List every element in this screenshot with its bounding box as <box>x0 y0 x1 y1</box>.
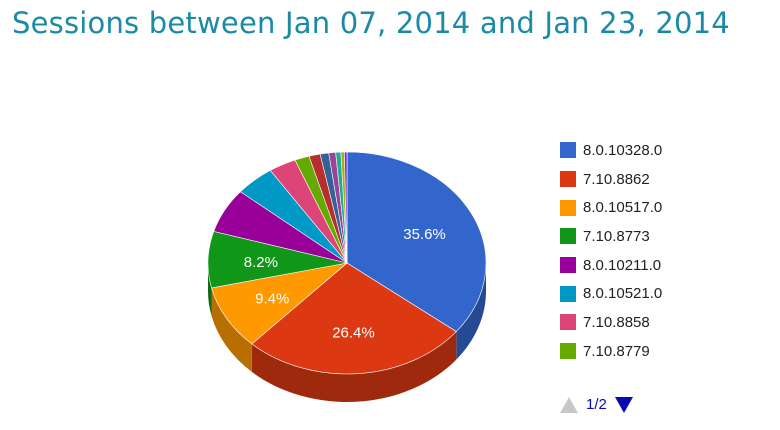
legend-label: 7.10.8773 <box>583 227 650 245</box>
legend-item-2[interactable]: 8.0.10517.0 <box>560 193 662 222</box>
pie-slice-side-2 <box>211 287 252 372</box>
page-indicator: 1/2 <box>586 396 607 413</box>
legend-item-4[interactable]: 8.0.10211.0 <box>560 251 662 280</box>
data-label-0: 35.6% <box>403 226 446 243</box>
pie-slice-1[interactable] <box>251 262 457 375</box>
pie-labels: 35.6% 26.4% 9.4% 8.2% <box>244 226 446 342</box>
legend-label: 7.10.8779 <box>583 342 650 360</box>
data-label-3: 8.2% <box>244 254 278 271</box>
legend-label: 8.0.10211.0 <box>583 256 662 274</box>
legend-swatch <box>560 199 576 216</box>
legend-pager: 1/2 <box>560 396 633 413</box>
legend-item-1[interactable]: 7.10.8862 <box>560 165 662 194</box>
legend-swatch <box>560 228 576 245</box>
legend-swatch <box>560 171 576 188</box>
legend-label: 8.0.10521.0 <box>583 285 663 303</box>
legend-swatch <box>560 142 576 159</box>
page-up-arrow-icon[interactable] <box>560 396 578 413</box>
pie-top <box>207 151 487 375</box>
pie-slice-0[interactable] <box>346 151 487 332</box>
legend-item-5[interactable]: 8.0.10521.0 <box>560 279 662 308</box>
chart-title: Sessions between Jan 07, 2014 and Jan 23… <box>12 6 730 40</box>
legend-label: 7.10.8862 <box>583 170 650 188</box>
legend-swatch <box>560 285 576 302</box>
legend-item-6[interactable]: 7.10.8858 <box>560 308 662 337</box>
pie-slice-side-0 <box>456 263 487 360</box>
legend-swatch <box>560 343 576 360</box>
page-down-arrow-icon[interactable] <box>614 396 633 413</box>
legend-swatch <box>560 257 576 274</box>
legend: 8.0.10328.0 7.10.8862 8.0.10517.0 7.10.8773… <box>560 136 662 366</box>
legend-label: 8.0.10517.0 <box>583 199 663 217</box>
pie-slice-13[interactable] <box>344 151 348 264</box>
legend-item-7[interactable]: 7.10.8779 <box>560 337 662 366</box>
data-label-2: 9.4% <box>255 290 289 307</box>
legend-label: 8.0.10328.0 <box>583 141 663 159</box>
data-label-1: 26.4% <box>332 325 375 342</box>
legend-item-3[interactable]: 7.10.8773 <box>560 222 662 251</box>
pie-slice-side-1 <box>251 331 457 403</box>
pie-slice-2[interactable] <box>211 262 349 345</box>
legend-label: 7.10.8858 <box>583 313 650 331</box>
legend-swatch <box>560 314 576 331</box>
legend-item-0[interactable]: 8.0.10328.0 <box>560 136 662 165</box>
